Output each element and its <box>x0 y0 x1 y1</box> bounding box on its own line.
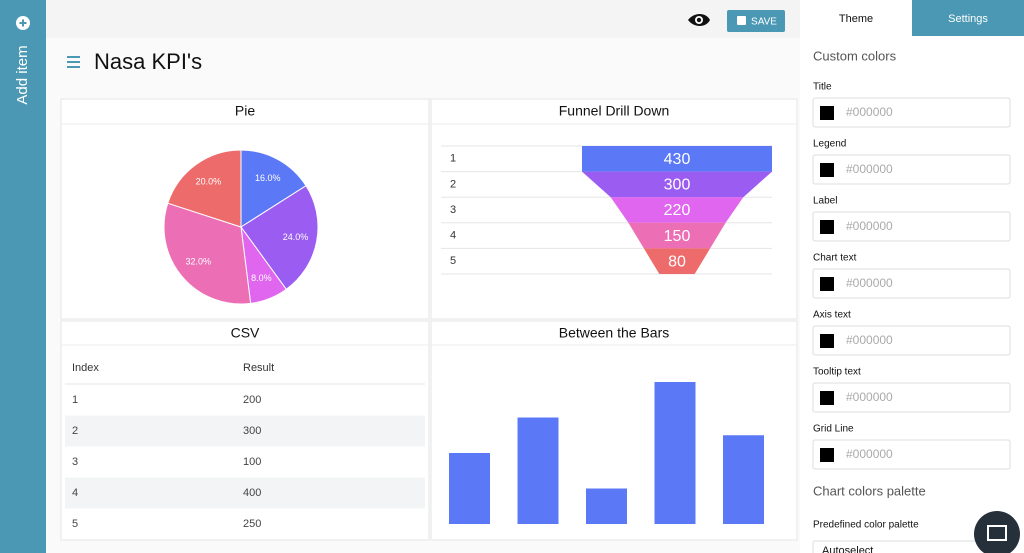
pie-slice <box>240 149 307 228</box>
color-placeholder: #000000 <box>846 276 893 290</box>
table-cell: 400 <box>243 487 261 499</box>
widget-title: Pie <box>235 103 255 119</box>
slice-label: 32.0% <box>186 257 212 267</box>
table-row-stripe <box>65 415 425 447</box>
color-placeholder: #000000 <box>846 105 893 119</box>
slice-label: 8.0% <box>251 273 272 283</box>
color-input[interactable] <box>812 211 1011 242</box>
table-cell: 4 <box>72 487 78 499</box>
widget-title: CSV <box>231 325 260 341</box>
funnel-value: 430 <box>664 151 691 168</box>
field-label: Title <box>813 82 832 93</box>
pie-slice <box>240 185 319 290</box>
table-header: Result <box>243 362 274 374</box>
bar <box>723 435 764 524</box>
add-item[interactable]: Add item <box>14 45 31 104</box>
color-input[interactable] <box>812 97 1011 128</box>
funnel-category: 5 <box>450 255 456 267</box>
field-label: Grid Line <box>813 424 854 435</box>
funnel-category: 4 <box>450 230 456 242</box>
funnel-category: 3 <box>450 204 456 216</box>
color-input[interactable] <box>812 154 1011 185</box>
chat-icon <box>987 525 1007 541</box>
funnel-segment <box>582 146 772 172</box>
funnel-value: 150 <box>664 228 691 245</box>
funnel-segment <box>628 222 726 249</box>
funnel-category: 1 <box>450 153 456 165</box>
color-placeholder: #000000 <box>846 219 893 233</box>
color-input[interactable] <box>812 325 1011 356</box>
palette-select[interactable] <box>812 540 1011 553</box>
save-label[interactable]: SAVE <box>751 17 777 28</box>
funnel-value: 220 <box>664 202 691 219</box>
color-input[interactable] <box>812 439 1011 470</box>
color-placeholder: #000000 <box>846 333 893 347</box>
table-cell: 200 <box>243 394 261 406</box>
widget-frame <box>430 98 798 320</box>
slice-label: 16.0% <box>255 173 281 183</box>
field-label: Legend <box>813 139 846 150</box>
funnel-segment <box>582 171 772 198</box>
field-label: Chart text <box>813 253 857 264</box>
bar <box>449 453 490 524</box>
color-swatch <box>820 277 834 291</box>
funnel-segment <box>643 248 711 274</box>
color-swatch <box>820 220 834 234</box>
palette-value[interactable]: Autoselect <box>822 545 873 553</box>
table-row-stripe <box>65 477 425 509</box>
color-placeholder: #000000 <box>846 390 893 404</box>
bar <box>586 488 627 524</box>
color-swatch <box>820 334 834 348</box>
funnel-value: 300 <box>664 177 691 194</box>
tab-label[interactable]: Settings <box>948 13 988 25</box>
save-icon <box>737 16 746 25</box>
color-swatch <box>820 391 834 405</box>
menu-icon[interactable] <box>67 56 80 68</box>
table-cell: 5 <box>72 518 78 530</box>
chat-button[interactable] <box>974 511 1020 553</box>
widget-title: Funnel Drill Down <box>559 103 669 119</box>
tab-label[interactable]: Theme <box>839 13 873 25</box>
save-button[interactable] <box>727 10 785 32</box>
color-placeholder: #000000 <box>846 162 893 176</box>
section-heading: Chart colors palette <box>813 483 926 498</box>
tab-settings[interactable] <box>912 0 1024 36</box>
widget-title: Between the Bars <box>559 325 670 341</box>
color-placeholder: #000000 <box>846 447 893 461</box>
bar <box>517 417 559 524</box>
pie-slice <box>163 202 252 305</box>
section-heading: Custom colors <box>813 48 897 63</box>
slice-label: 20.0% <box>196 177 222 187</box>
table-cell: 2 <box>72 425 78 437</box>
table-header: Index <box>72 362 99 374</box>
field-label: Predefined color palette <box>813 520 919 531</box>
bar <box>654 382 696 524</box>
table-cell: 300 <box>243 425 261 437</box>
funnel-category: 2 <box>450 178 456 190</box>
dashboard-title: Nasa KPI's <box>94 49 202 74</box>
add-icon-plus <box>19 19 27 27</box>
color-swatch <box>820 163 834 177</box>
color-swatch <box>820 448 834 462</box>
color-swatch <box>820 106 834 120</box>
table-cell: 3 <box>72 456 78 468</box>
table-cell: 250 <box>243 518 261 530</box>
pie-slice <box>167 149 242 228</box>
table-cell: 100 <box>243 456 261 468</box>
slice-label: 24.0% <box>283 232 309 242</box>
field-label: Tooltip text <box>813 367 861 378</box>
funnel-value: 80 <box>668 253 686 270</box>
sidebar <box>0 0 46 553</box>
funnel-segment <box>610 197 744 223</box>
color-input[interactable] <box>812 382 1011 413</box>
color-input[interactable] <box>812 268 1011 299</box>
preview-icon-dot <box>696 17 702 23</box>
field-label: Label <box>813 196 837 207</box>
field-label: Axis text <box>813 310 851 321</box>
table-cell: 1 <box>72 394 78 406</box>
